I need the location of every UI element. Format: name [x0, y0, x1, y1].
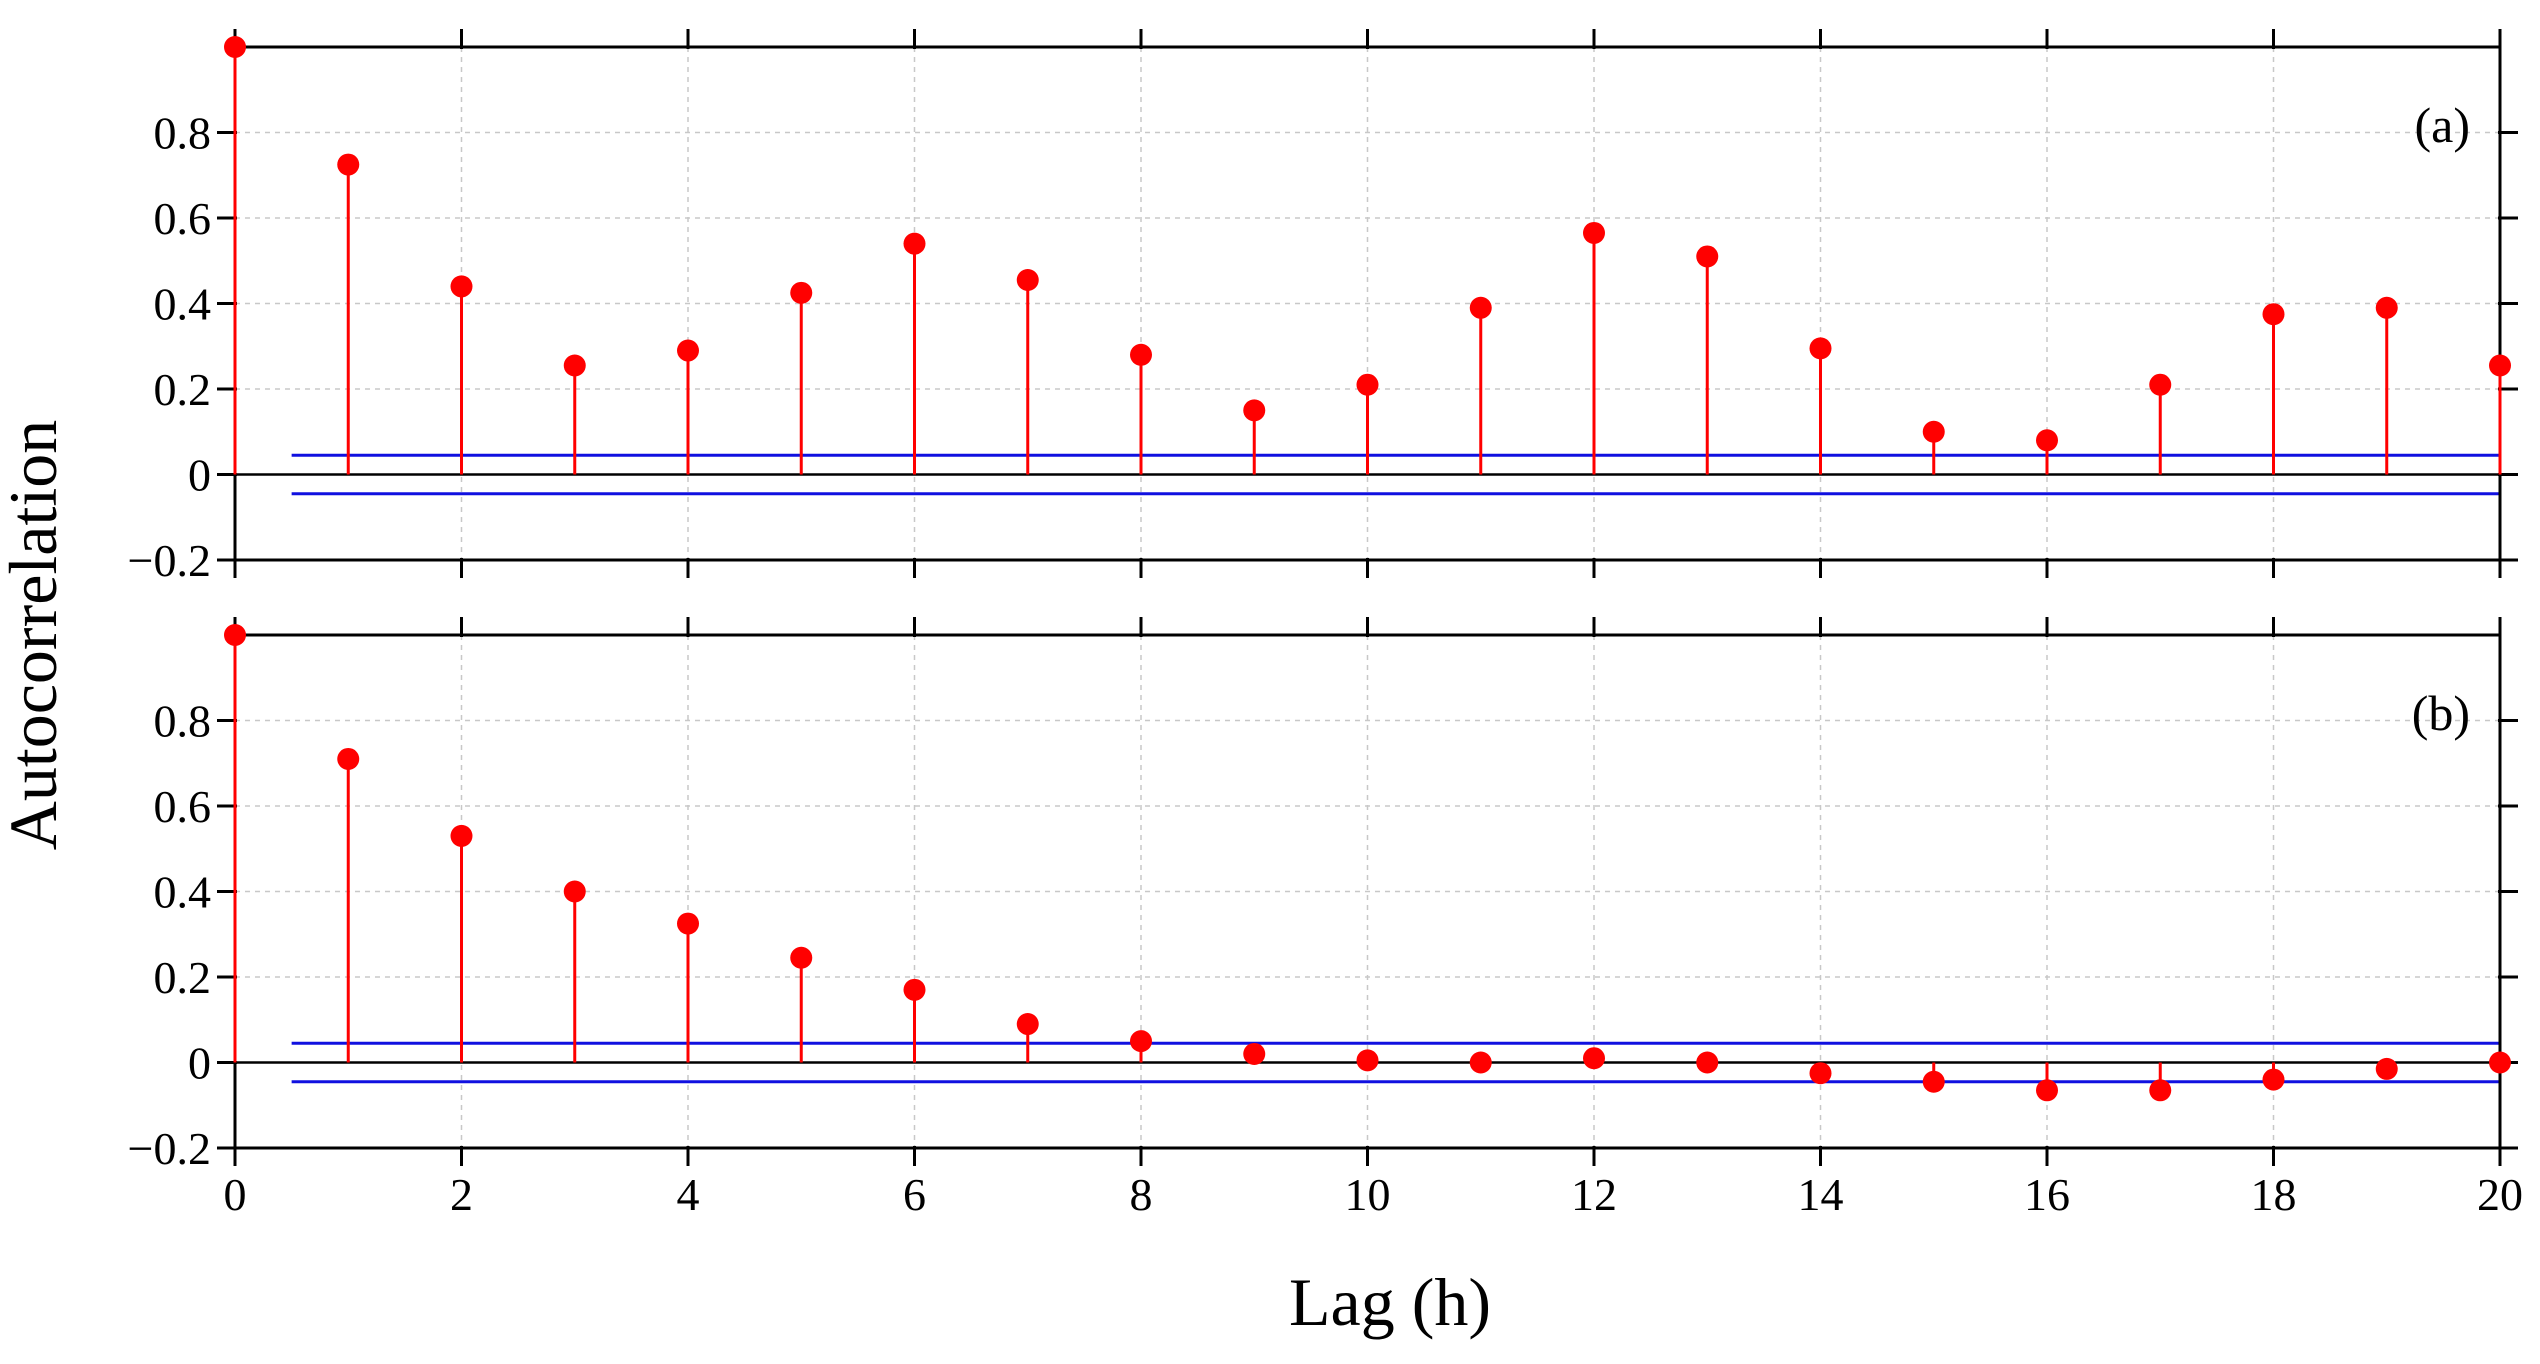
y-tick-label: 0.4	[154, 279, 212, 330]
stem-marker	[2489, 1051, 2511, 1074]
x-tick-label: 14	[1798, 1169, 1844, 1220]
stem-marker	[677, 912, 699, 935]
x-tick-labels: 0 2 4 6 8 10 12 14 16 18 20	[224, 1169, 2524, 1220]
stem-marker	[1130, 343, 1152, 366]
y-tick-label: 0.2	[154, 364, 212, 415]
y-tick-label: 0.6	[154, 193, 212, 244]
y-tick-label: 0.4	[154, 867, 212, 918]
x-tick-label: 12	[1571, 1169, 1617, 1220]
stem-marker	[1809, 1062, 1832, 1085]
stem-marker	[2375, 296, 2398, 319]
y-tick-label: −0.2	[128, 535, 211, 586]
stem-marker	[1016, 268, 1039, 291]
stem-marker	[1583, 1047, 1605, 1070]
x-tick-label: 18	[2251, 1169, 2297, 1220]
stem-marker	[1016, 1013, 1039, 1036]
y-tick-label: 0	[188, 450, 211, 501]
stem-marker	[224, 36, 246, 58]
stem-marker	[2262, 303, 2285, 326]
stem-marker	[677, 339, 699, 362]
stem-marker	[1696, 245, 1719, 268]
stem-marker	[903, 978, 926, 1001]
stem-marker	[1130, 1030, 1152, 1053]
x-tick-label: 2	[450, 1169, 473, 1220]
x-tick-label: 4	[677, 1169, 700, 1220]
stem-marker	[903, 232, 926, 255]
stem-marker	[2149, 373, 2172, 396]
stem-marker	[1356, 373, 1379, 396]
stem-marker	[1583, 221, 1605, 244]
y-tick-label: 0	[188, 1038, 211, 1089]
stem-marker	[563, 880, 586, 903]
stem-marker	[337, 747, 360, 770]
stem-marker	[1809, 337, 1832, 360]
stem-marker	[1356, 1049, 1379, 1072]
stem-marker	[2036, 1079, 2058, 1102]
x-tick-label: 16	[2024, 1169, 2070, 1220]
stem-marker	[2489, 354, 2511, 377]
y-axis-title: Autocorrelation	[0, 420, 71, 851]
stem-marker	[563, 354, 586, 377]
x-tick-label: 20	[2477, 1169, 2523, 1220]
stem-marker	[2375, 1057, 2398, 1080]
panel-a: −0.2 0 0.2 0.4 0.6 0.8 (a)	[128, 29, 2518, 586]
panel-b: −0.2 0 0.2 0.4 0.6 0.8 (b)	[128, 617, 2518, 1174]
y-tick-label: 0.2	[154, 952, 212, 1003]
x-tick-label: 10	[1345, 1169, 1391, 1220]
stem-marker	[1243, 399, 1266, 422]
stem-marker	[450, 824, 473, 847]
stem-marker	[1469, 1051, 1492, 1074]
x-axis-title: Lag (h)	[1289, 1264, 1491, 1340]
stem-marker	[1922, 1070, 1945, 1093]
y-tick-label: 0.8	[154, 108, 212, 159]
stem-marker	[790, 281, 813, 304]
y-tick-label: −0.2	[128, 1123, 211, 1174]
stem-marker	[1243, 1042, 1266, 1065]
x-tick-label: 6	[903, 1169, 926, 1220]
stem-marker	[224, 624, 246, 646]
stem-marker	[450, 275, 473, 298]
stem-marker	[790, 946, 813, 969]
panel-label: (b)	[2412, 685, 2470, 741]
stem-marker	[337, 153, 360, 176]
x-tick-label: 8	[1130, 1169, 1153, 1220]
stem-marker	[1469, 296, 1492, 319]
panel-label: (a)	[2415, 97, 2471, 153]
y-tick-label: 0.6	[154, 781, 212, 832]
stem-marker	[1696, 1051, 1719, 1074]
stem-marker	[1922, 420, 1945, 443]
x-tick-label: 0	[224, 1169, 247, 1220]
stem-marker	[2036, 429, 2058, 452]
y-tick-label: 0.8	[154, 696, 212, 747]
stem-marker	[2149, 1079, 2172, 1102]
stem-marker	[2262, 1068, 2285, 1091]
